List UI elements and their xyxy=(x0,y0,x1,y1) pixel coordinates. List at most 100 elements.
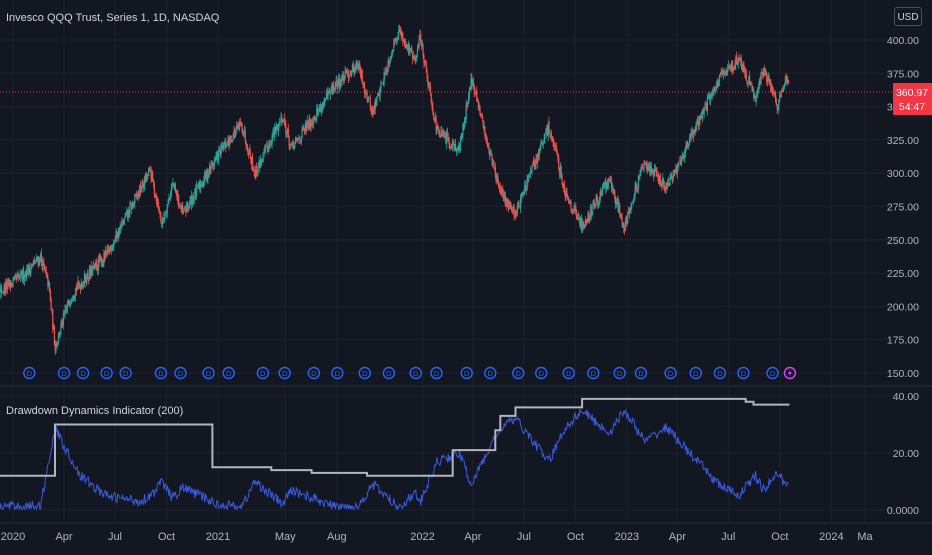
candle-body xyxy=(385,69,387,72)
candle-body xyxy=(242,130,244,134)
candle-body xyxy=(116,231,118,239)
candle-body xyxy=(11,283,13,286)
candle-body xyxy=(703,109,705,114)
candle-body xyxy=(420,34,422,43)
candle-body xyxy=(433,118,436,120)
candle-body xyxy=(563,183,566,193)
candle-body xyxy=(56,343,58,345)
candle-body xyxy=(578,217,580,220)
dividend-marker xyxy=(331,366,344,380)
candle-body xyxy=(416,55,418,59)
candle-body xyxy=(577,216,579,220)
candle-body xyxy=(332,85,334,95)
candle-body xyxy=(41,260,43,269)
candle-body xyxy=(53,326,56,345)
candle-body xyxy=(35,261,37,264)
candle-body xyxy=(31,263,34,266)
candle-body xyxy=(697,121,700,127)
candle-body xyxy=(660,182,662,184)
candle-body xyxy=(592,204,594,210)
currency-button[interactable]: USD xyxy=(894,7,922,26)
candle-body xyxy=(168,197,170,201)
candle-body xyxy=(6,281,8,290)
candle-body xyxy=(399,28,401,33)
candle-body xyxy=(403,38,405,41)
candle-body xyxy=(625,219,627,223)
candle-body xyxy=(740,59,743,69)
candle-body xyxy=(640,168,643,170)
candle-body xyxy=(667,181,669,183)
candle-body xyxy=(305,125,307,131)
candle-body xyxy=(139,185,141,196)
candle-body xyxy=(185,210,187,212)
candle-body xyxy=(381,82,384,84)
candle-body xyxy=(208,172,210,175)
candle-body xyxy=(711,94,713,97)
candle-body xyxy=(669,176,671,187)
candle-body xyxy=(761,71,763,75)
candle-body xyxy=(100,257,102,259)
candle-body xyxy=(316,108,318,120)
candle-body xyxy=(389,62,391,65)
candle-body xyxy=(510,202,512,208)
candle-body xyxy=(219,151,221,156)
candle-body xyxy=(646,164,648,171)
candle-body xyxy=(512,206,514,211)
candle-body xyxy=(230,139,233,141)
candle-body xyxy=(673,172,675,174)
candle-body xyxy=(224,141,226,145)
candle-body xyxy=(744,69,746,73)
candle-body xyxy=(701,115,703,118)
candle-body xyxy=(723,73,725,75)
time-tick-label: Oct xyxy=(567,531,584,543)
candle-body xyxy=(721,71,723,76)
candle-body xyxy=(58,332,60,336)
candle-body xyxy=(187,206,190,208)
candle-body xyxy=(263,151,265,153)
dividend-marker xyxy=(23,366,36,380)
candle-body xyxy=(580,217,583,231)
candle-body xyxy=(784,76,786,85)
candle-body xyxy=(112,245,114,249)
candle-body xyxy=(227,136,229,142)
candle-body xyxy=(97,259,99,271)
candle-body xyxy=(531,167,533,173)
candle-body xyxy=(465,103,467,120)
candle-body xyxy=(643,162,645,169)
candle-body xyxy=(280,116,282,121)
candle-body xyxy=(401,33,403,37)
candle-body xyxy=(771,86,773,92)
dividend-marker-letter: D xyxy=(311,369,317,378)
candle-body xyxy=(150,170,152,179)
candle-body xyxy=(493,167,496,169)
indicator-tick-label: 40.00 xyxy=(893,391,919,403)
candle-body xyxy=(697,119,699,125)
candle-body xyxy=(497,175,499,184)
candle-body xyxy=(15,277,17,280)
candle-body xyxy=(17,274,19,276)
time-tick-label: 2024 xyxy=(819,531,843,543)
dividend-marker xyxy=(256,366,270,380)
candle-body xyxy=(60,324,62,334)
drawdown-series-line xyxy=(0,408,789,512)
candle-body xyxy=(173,183,175,188)
candle-body xyxy=(729,67,731,69)
candle-body xyxy=(1,292,4,293)
indicator-title: Drawdown Dynamics Indicator (200) xyxy=(6,405,184,417)
candle-body xyxy=(476,91,478,101)
candle-body xyxy=(562,184,564,188)
candle-body xyxy=(289,143,291,146)
candle-body xyxy=(62,314,64,326)
candle-body xyxy=(650,166,652,174)
candle-body xyxy=(151,171,153,179)
candle-body xyxy=(98,258,100,264)
lightning-icon xyxy=(787,369,792,377)
candle-body xyxy=(630,205,632,210)
candle-body xyxy=(223,145,225,150)
candle-body xyxy=(708,96,710,97)
candle-body xyxy=(753,90,755,98)
candle-body xyxy=(506,200,509,207)
candle-body xyxy=(627,212,629,223)
